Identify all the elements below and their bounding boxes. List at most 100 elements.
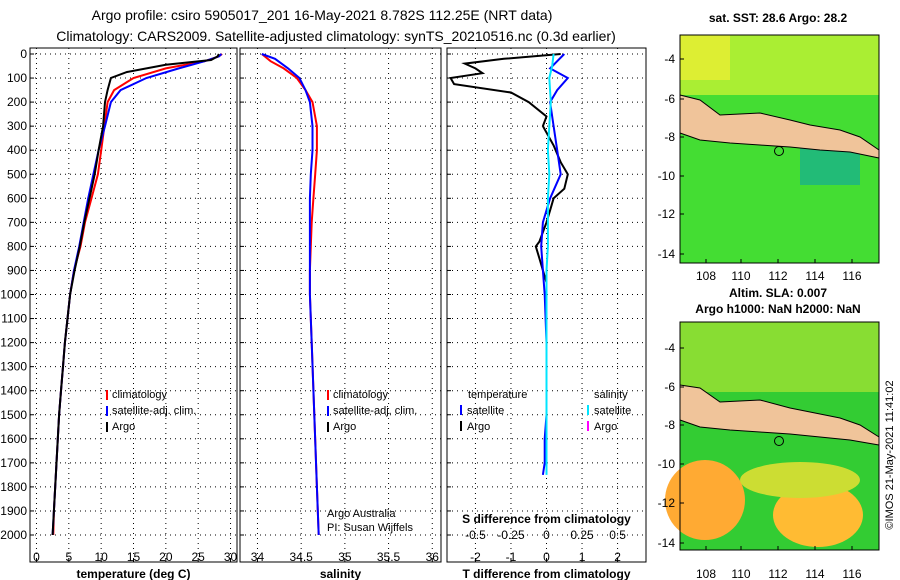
sst-map	[679, 34, 880, 264]
depth-tick-label: 300	[7, 119, 27, 133]
x-tick-label: 10	[94, 550, 108, 564]
depth-tick-label: 800	[7, 239, 27, 253]
temperature-panel-frame	[29, 47, 238, 563]
sst-map-lon-label: 108	[696, 269, 716, 283]
s-difference-title: S difference from climatology	[462, 512, 631, 526]
s-tick-label: 0.25	[570, 528, 594, 542]
sst-map-lat-label: -8	[664, 130, 675, 144]
depth-tick-label: 1300	[0, 360, 27, 374]
x-tick-label: 2	[614, 550, 621, 564]
depth-tick-label: 2000	[0, 528, 27, 542]
x-tick-label: 34.5	[289, 550, 313, 564]
salinity-panel	[239, 47, 442, 563]
diff-legend-sal-argo: Argo	[594, 421, 617, 433]
s-tick-label: 0.5	[609, 528, 626, 542]
sst-map-lat-label: -10	[658, 169, 676, 183]
depth-tick-label: 1100	[1, 312, 27, 326]
x-tick-label: -2	[470, 550, 481, 564]
x-tick-label: 0	[33, 550, 40, 564]
temperature-panel	[29, 47, 238, 563]
salinity-legend-climatology: climatology	[333, 389, 389, 401]
sst-map-warm-patch	[680, 35, 730, 80]
diff-legend-salinity-heading: salinity	[594, 389, 628, 401]
x-tick-label: -1	[506, 550, 517, 564]
altim-map-lat-label: -10	[658, 457, 676, 471]
depth-tick-label: 400	[7, 143, 27, 157]
x-tick-label: 15	[127, 550, 141, 564]
s-tick-label: -0.5	[465, 528, 486, 542]
depth-tick-label: 1200	[0, 336, 27, 350]
depth-tick-label: 1400	[0, 384, 27, 398]
depth-tick-label: 1600	[0, 432, 27, 446]
altim-map-north-band	[680, 322, 879, 392]
altim-map-lon-label: 110	[731, 567, 750, 580]
diff-legend-temp-argo: Argo	[467, 421, 490, 433]
credit-line-2: PI: Susan Wijffels	[327, 522, 413, 534]
altim-map-argo-marker	[774, 436, 784, 446]
salinity-legend-satellite_adj: satellite-adj. clim.	[333, 405, 417, 417]
timestamp: ©IMOS 21-May-2021 11:41:02	[884, 380, 896, 529]
salinity-panel-xlabel: salinity	[320, 567, 362, 580]
salinity-legend-argo: Argo	[333, 421, 356, 433]
altim-map-frame	[679, 321, 880, 551]
depth-tick-label: 0	[20, 47, 27, 61]
depth-tick-label: 1000	[0, 288, 27, 302]
s-tick-label: 0	[543, 528, 550, 542]
diff-legend-temperature-heading: temperature	[468, 389, 527, 401]
depth-tick-label: 200	[7, 95, 27, 109]
temperature-panel-series-argo	[51, 53, 220, 536]
argo-h-title: Argo h1000: NaN h2000: NaN	[695, 302, 860, 316]
altim-map-lon-label: 108	[696, 567, 716, 580]
depth-tick-label: 1900	[0, 504, 27, 518]
temperature-panel-xlabel: temperature (deg C)	[76, 567, 190, 580]
salinity-panel-frame	[239, 47, 442, 563]
sst-map-lat-label: -4	[664, 52, 675, 66]
altim-map-mid-band	[740, 462, 860, 498]
s-tick-label: -0.25	[497, 528, 525, 542]
depth-tick-label: 700	[7, 215, 27, 229]
difference-panel-xlabel: T difference from climatology	[462, 567, 630, 580]
title-line-2: Climatology: CARS2009. Satellite-adjuste…	[56, 28, 616, 44]
temperature-legend-climatology: climatology	[112, 389, 168, 401]
altim-map-lon-label: 112	[768, 567, 787, 580]
sst-map-frame	[679, 34, 880, 264]
depth-tick-label: 600	[7, 191, 27, 205]
depth-tick-label: 1800	[0, 480, 27, 494]
x-tick-label: 30	[224, 550, 238, 564]
x-tick-label: 0	[543, 550, 550, 564]
sst-map-lon-label: 110	[731, 269, 750, 283]
maps	[665, 34, 880, 551]
difference-panel-series-temperature-argo	[449, 53, 569, 307]
depth-tick-label: 1500	[0, 408, 27, 422]
x-tick-label: 34	[251, 550, 265, 564]
x-tick-label: 1	[579, 550, 586, 564]
depth-tick-label: 100	[7, 71, 27, 85]
depth-tick-label: 1700	[0, 456, 27, 470]
altim-map-lat-label: -4	[664, 341, 675, 355]
temperature-legend-argo: Argo	[112, 421, 135, 433]
x-tick-label: 35	[338, 550, 352, 564]
salinity-panel-series-satellite-adj-clim-	[261, 53, 320, 536]
x-tick-label: 25	[192, 550, 206, 564]
x-tick-label: 20	[159, 550, 173, 564]
altim-map-lon-label: 114	[805, 567, 824, 580]
altim-map-lon-label: 116	[842, 567, 861, 580]
altim-map-high-anomaly-west	[665, 460, 745, 540]
sst-map-lon-label: 112	[768, 269, 787, 283]
sst-map-lat-label: -6	[664, 92, 675, 106]
diff-legend-sal-satellite: satellite	[594, 405, 631, 417]
altim-map-lat-label: -8	[664, 418, 675, 432]
x-tick-label: 36	[426, 550, 440, 564]
depth-tick-label: 500	[7, 167, 27, 181]
sst-map-title: sat. SST: 28.6 Argo: 28.2	[709, 11, 848, 25]
altim-map-title: Altim. SLA: 0.007	[729, 286, 827, 300]
depth-tick-label: 900	[7, 263, 27, 277]
altim-map	[665, 321, 880, 551]
difference-panel-series-salinity-satellite	[545, 53, 555, 475]
credit-line-1: Argo Australia	[327, 508, 396, 520]
altim-map-lat-label: -6	[664, 380, 675, 394]
difference-panel	[446, 47, 647, 563]
sst-map-argo-marker	[774, 146, 784, 156]
sst-map-lat-label: -14	[658, 247, 676, 261]
